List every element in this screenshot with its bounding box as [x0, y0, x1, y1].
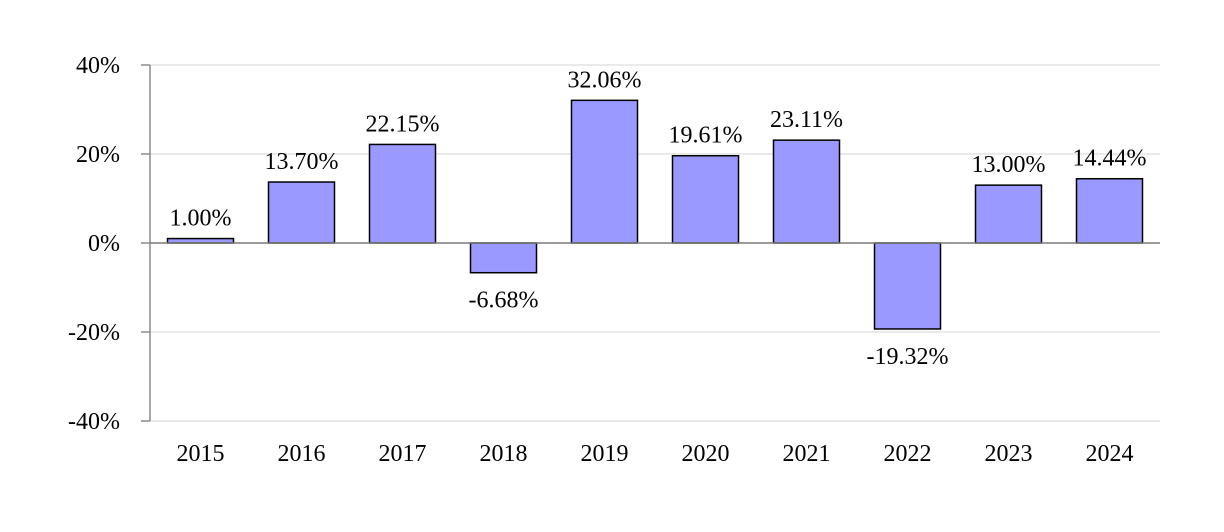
y-tick-label: 20%: [76, 142, 120, 168]
data-label: 1.00%: [170, 206, 232, 232]
bar-2017: [368, 143, 437, 244]
grid-lines: [150, 64, 1160, 422]
x-tick-label: 2020: [682, 441, 730, 467]
bar-2023: [974, 184, 1043, 244]
bar-2022: [873, 242, 942, 330]
data-label: 13.00%: [972, 152, 1046, 178]
x-tick-label: 2021: [783, 441, 831, 467]
bars: [166, 99, 1144, 330]
x-tick-label: 2023: [985, 441, 1033, 467]
data-label: 19.61%: [669, 123, 743, 149]
x-tick-label: 2019: [581, 441, 629, 467]
y-tick-label: 40%: [76, 53, 120, 79]
x-tick-label: 2017: [379, 441, 427, 467]
data-label: -19.32%: [867, 344, 949, 370]
bar-2019: [570, 99, 639, 244]
data-label: -6.68%: [469, 288, 539, 314]
x-tick-label: 2015: [177, 441, 225, 467]
x-tick-label: 2022: [884, 441, 932, 467]
bar-2016: [267, 181, 336, 244]
x-tick-label: 2016: [278, 441, 326, 467]
y-tick-label: -20%: [68, 320, 120, 346]
bar-2021: [772, 139, 841, 244]
axes: [141, 64, 1160, 422]
bar-2018: [469, 242, 538, 274]
y-tick-label: 0%: [88, 231, 120, 257]
data-label: 14.44%: [1073, 146, 1147, 172]
x-tick-label: 2018: [480, 441, 528, 467]
x-tick-label: 2024: [1086, 441, 1134, 467]
y-tick-label: -40%: [68, 409, 120, 435]
data-label: 32.06%: [568, 67, 642, 93]
bar-2024: [1075, 177, 1144, 244]
data-label: 22.15%: [366, 111, 440, 137]
data-label: 13.70%: [265, 149, 339, 175]
data-label: 23.11%: [770, 107, 843, 133]
labels: 40% 20% 0% -20% -40% 1.00% 2015 13.70% 2016 22.15…: [68, 53, 1146, 467]
bar-2020: [671, 154, 740, 244]
